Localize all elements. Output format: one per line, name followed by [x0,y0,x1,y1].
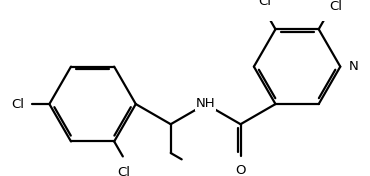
Text: Cl: Cl [329,0,342,13]
Text: Cl: Cl [118,166,131,176]
Text: N: N [349,60,358,73]
Text: Cl: Cl [11,98,24,111]
Text: O: O [235,164,246,176]
Text: NH: NH [196,97,215,110]
Text: Cl: Cl [259,0,272,8]
